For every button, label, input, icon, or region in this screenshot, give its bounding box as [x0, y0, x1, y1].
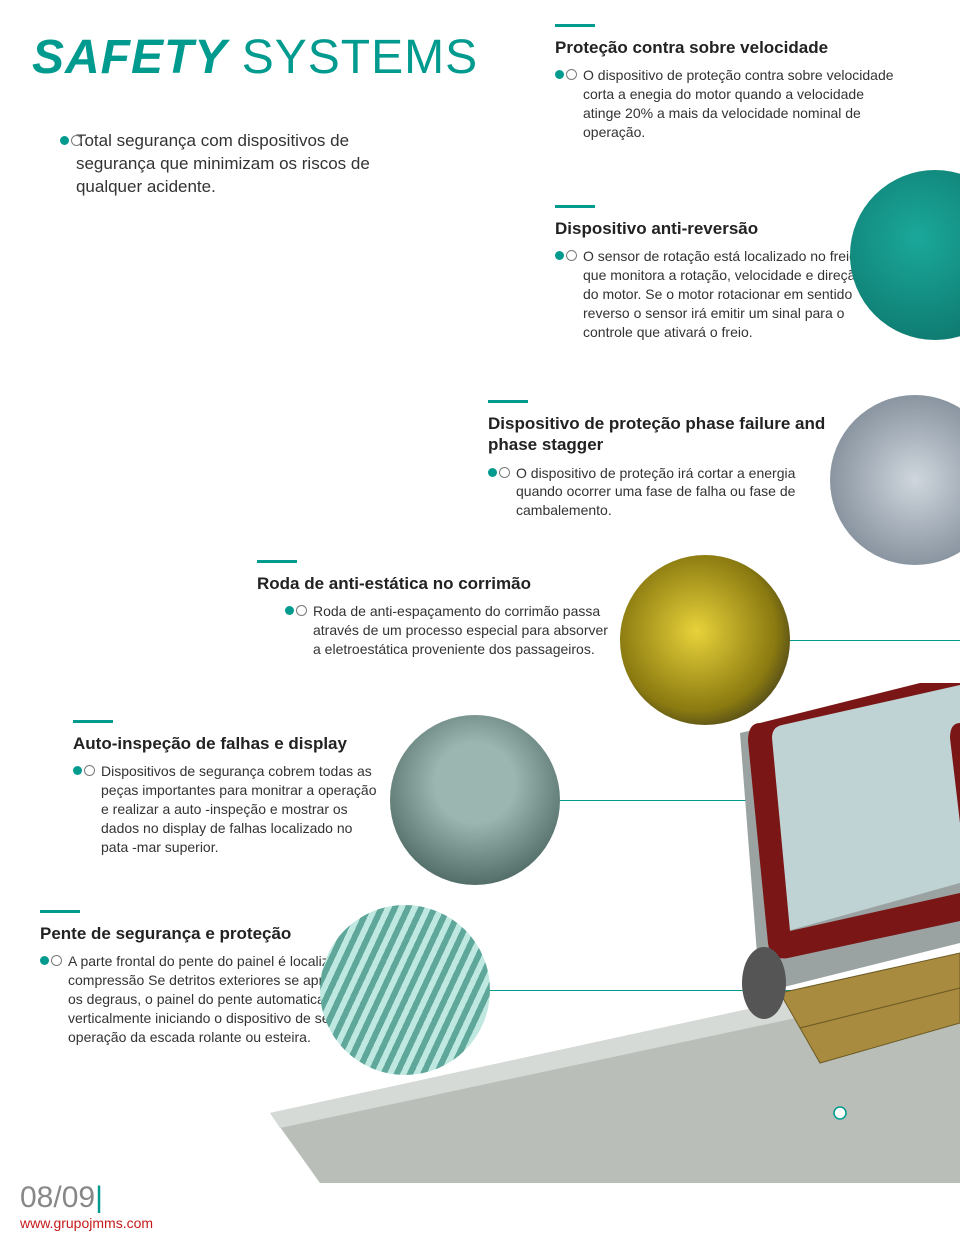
- title-light: SYSTEMS: [227, 31, 478, 84]
- section-heading: Dispositivo de proteção phase failure an…: [488, 413, 828, 456]
- leader-line: [790, 640, 960, 641]
- section-bar: [488, 400, 528, 403]
- bullet-icon: [60, 135, 70, 147]
- section-body: O dispositivo de proteção contra sobre v…: [555, 66, 895, 142]
- bullet-icon: [285, 605, 307, 617]
- relay-image: [830, 395, 960, 565]
- page-number-text: 08/09: [20, 1181, 95, 1214]
- section-heading: Proteção contra sobre velocidade: [555, 37, 895, 58]
- bullet-icon: [555, 250, 577, 262]
- footer-url: www.grupojmms.com: [20, 1215, 153, 1231]
- section-body: O dispositivo de proteção irá cortar a e…: [488, 464, 828, 521]
- section-body-text: O dispositivo de proteção irá cortar a e…: [516, 464, 828, 521]
- section-handrail: Roda de anti-estática no corrimão Roda d…: [257, 560, 617, 659]
- section-bar: [40, 910, 80, 913]
- section-bar: [257, 560, 297, 563]
- intro-block: Total segurança com dispositivos de segu…: [60, 130, 400, 199]
- section-body-text: Roda de anti-espaçamento do corrimão pas…: [313, 602, 617, 659]
- section-bar: [73, 720, 113, 723]
- section-body: O sensor de rotação está localizado no f…: [555, 247, 875, 341]
- section-antireverse: Dispositivo anti-reversão O sensor de ro…: [555, 205, 875, 342]
- bullet-icon: [73, 765, 95, 777]
- bullet-icon: [488, 467, 510, 479]
- title-bold: SAFETY: [32, 31, 227, 84]
- section-overspeed: Proteção contra sobre velocidade O dispo…: [555, 24, 895, 142]
- section-body-text: O dispositivo de proteção contra sobre v…: [583, 66, 895, 142]
- bullet-icon: [555, 69, 577, 81]
- page-number: 08/09|: [20, 1181, 103, 1215]
- section-bar: [555, 24, 595, 27]
- section-phase: Dispositivo de proteção phase failure an…: [488, 400, 828, 520]
- section-heading: Dispositivo anti-reversão: [555, 218, 875, 239]
- section-heading: Roda de anti-estática no corrimão: [257, 573, 617, 594]
- intro-text: Total segurança com dispositivos de segu…: [76, 130, 400, 199]
- section-bar: [555, 205, 595, 208]
- page-title: SAFETY SYSTEMS: [32, 30, 478, 85]
- bullet-icon: [40, 955, 62, 967]
- section-body: Roda de anti-espaçamento do corrimão pas…: [285, 602, 617, 659]
- escalator-illustration: [260, 683, 960, 1183]
- page-number-sep: |: [95, 1181, 103, 1214]
- section-body-text: O sensor de rotação está localizado no f…: [583, 247, 875, 341]
